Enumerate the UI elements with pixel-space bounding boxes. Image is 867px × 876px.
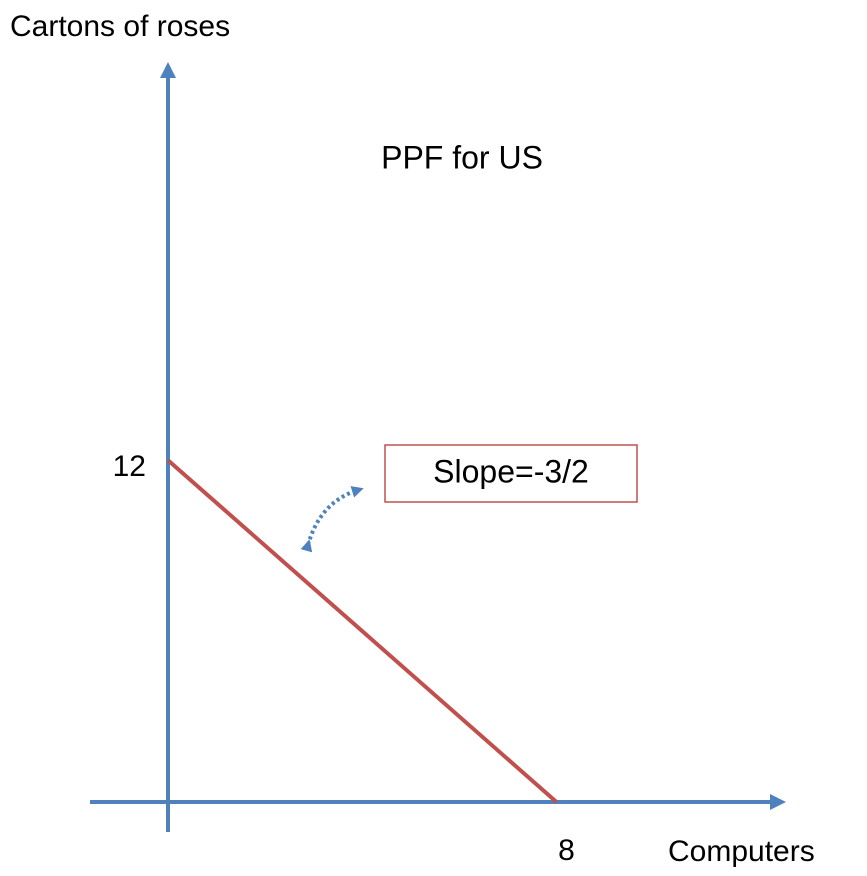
annotation: Slope=-3/2: [433, 453, 589, 489]
x-axis-label: Computers: [668, 835, 815, 868]
annotation-box: [384, 444, 638, 503]
ppf-line: [166, 458, 558, 804]
annotation-arrow: [300, 486, 364, 553]
chart-title: PPF for US: [381, 139, 543, 175]
y-axis-label: Cartons of roses: [10, 10, 230, 43]
x-tick-label: 8: [558, 834, 575, 867]
y-tick-label: 12: [113, 450, 146, 483]
